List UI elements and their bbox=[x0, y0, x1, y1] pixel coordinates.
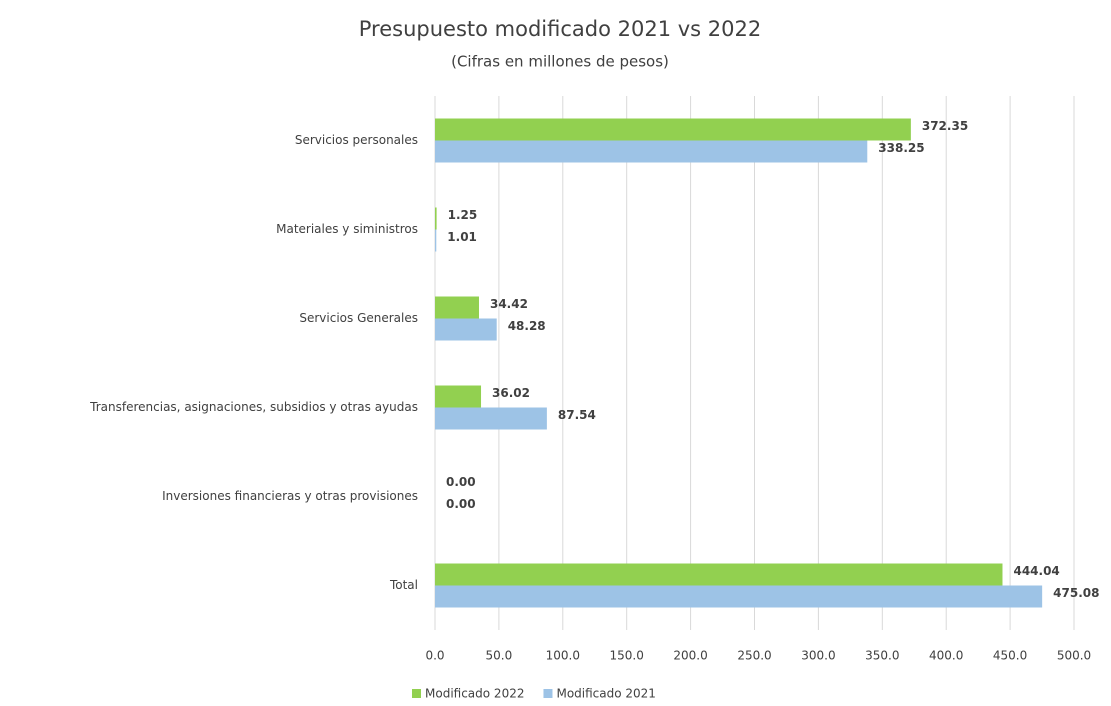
legend-label: Modificado 2022 bbox=[425, 687, 524, 701]
y-tick-label: Inversiones financieras y otras provisio… bbox=[162, 489, 418, 503]
bar bbox=[435, 140, 868, 163]
legend-swatch bbox=[543, 689, 553, 698]
y-tick-label: Total bbox=[389, 578, 418, 592]
bar bbox=[435, 296, 479, 319]
x-tick-label: 350.0 bbox=[865, 649, 899, 663]
x-tick-label: 500.0 bbox=[1057, 649, 1091, 663]
bar bbox=[435, 318, 497, 341]
bar bbox=[435, 563, 1003, 586]
legend-label: Modificado 2021 bbox=[556, 687, 655, 701]
x-tick-label: 250.0 bbox=[737, 649, 771, 663]
data-label: 36.02 bbox=[492, 386, 530, 400]
bar bbox=[435, 585, 1043, 608]
data-label: 1.25 bbox=[448, 208, 478, 222]
data-label: 0.00 bbox=[446, 475, 476, 489]
x-tick-label: 300.0 bbox=[801, 649, 835, 663]
y-tick-label: Servicios personales bbox=[295, 133, 418, 147]
data-label: 475.08 bbox=[1053, 586, 1099, 600]
y-tick-label: Servicios Generales bbox=[299, 311, 418, 325]
x-tick-label: 100.0 bbox=[546, 649, 580, 663]
data-label: 338.25 bbox=[878, 141, 924, 155]
bar bbox=[435, 407, 547, 430]
data-label: 1.01 bbox=[447, 230, 477, 244]
x-tick-label: 450.0 bbox=[993, 649, 1027, 663]
y-tick-label: Transferencias, asignaciones, subsidios … bbox=[89, 400, 418, 414]
data-label: 48.28 bbox=[508, 319, 546, 333]
data-label: 0.00 bbox=[446, 497, 476, 511]
data-label: 87.54 bbox=[558, 408, 596, 422]
chart-title: Presupuesto modificado 2021 vs 2022 bbox=[359, 17, 761, 41]
bar bbox=[435, 229, 437, 252]
y-tick-label: Materiales y siministros bbox=[276, 222, 418, 236]
x-tick-label: 50.0 bbox=[486, 649, 513, 663]
x-tick-label: 200.0 bbox=[673, 649, 707, 663]
bar bbox=[435, 118, 911, 141]
legend-swatch bbox=[412, 689, 421, 698]
x-tick-label: 150.0 bbox=[610, 649, 644, 663]
bar bbox=[435, 385, 482, 408]
data-label: 34.42 bbox=[490, 297, 528, 311]
bar bbox=[435, 207, 437, 230]
chart-subtitle: (Cifras en millones de pesos) bbox=[451, 53, 669, 71]
x-tick-label: 0.0 bbox=[425, 649, 444, 663]
x-tick-label: 400.0 bbox=[929, 649, 963, 663]
data-label: 372.35 bbox=[922, 119, 968, 133]
data-label: 444.04 bbox=[1013, 564, 1059, 578]
